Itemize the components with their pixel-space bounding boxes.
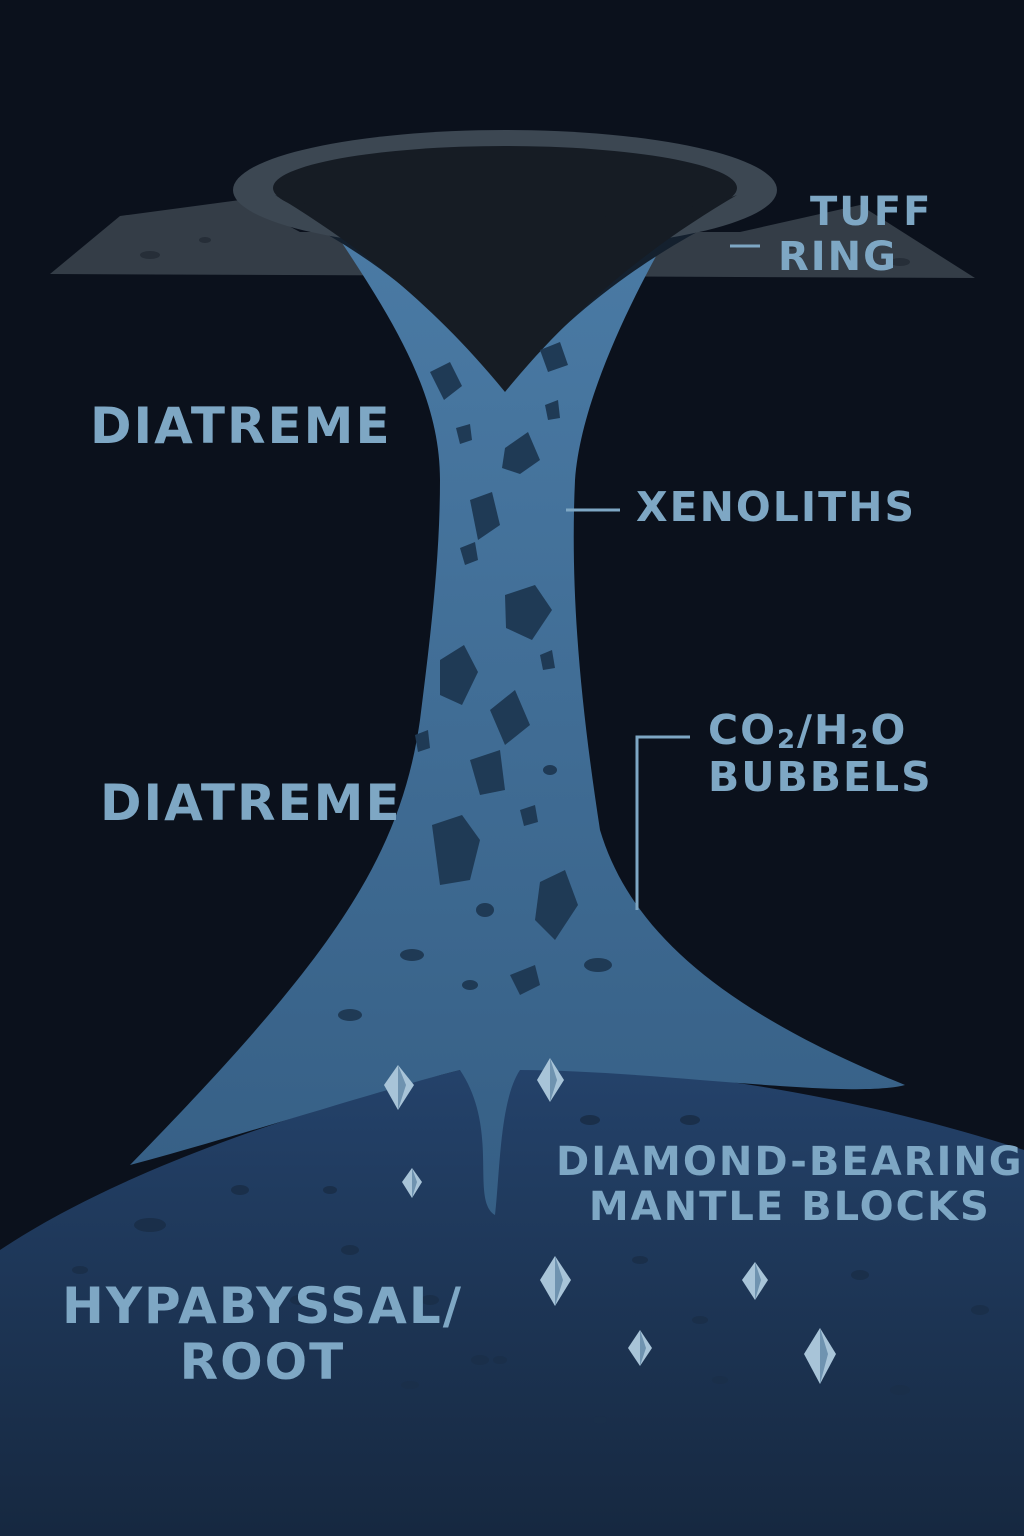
diamond-icon (402, 1168, 422, 1198)
bubbles-line2: BUBBELS (708, 753, 933, 801)
diamond-icon (804, 1328, 836, 1384)
root-label: HYPABYSSAL/ ROOT (62, 1278, 463, 1390)
diamond-icon (742, 1262, 768, 1300)
bubbles-o: O (870, 706, 908, 754)
root-line1: HYPABYSSAL/ (62, 1277, 463, 1335)
diamond-icon (628, 1330, 652, 1366)
bubbles-co: CO (708, 706, 777, 754)
diamond-icon (540, 1256, 571, 1306)
crater-floor (275, 195, 737, 392)
tuff-ring-line2: RING (778, 233, 898, 280)
ground-speckles (140, 237, 910, 266)
bubbles-leader (635, 735, 690, 910)
xenoliths-label: XENOLITHS (636, 483, 916, 531)
diatreme-lower-label: DIATREME (100, 774, 402, 832)
diamond-icons (384, 1058, 836, 1384)
mantle-blocks-line2: MANTLE BLOCKS (588, 1183, 991, 1230)
root-zone (0, 1070, 1024, 1536)
xenolith-clasts (338, 342, 612, 1021)
diamond-icon (384, 1065, 414, 1110)
tuff-ring-label: TUFF RING (778, 190, 932, 280)
diamond-icon (537, 1058, 564, 1102)
bubbles-co-subscript: 2 (776, 724, 798, 755)
tuff-ring-line1: TUFF (810, 189, 933, 235)
root-speckles (72, 1115, 989, 1424)
diatreme-upper-label: DIATREME (90, 397, 392, 455)
bubbles-line1: CO2/H2O (708, 706, 933, 755)
crater-opening (273, 146, 737, 230)
mantle-blocks-label: DIAMOND-BEARING MANTLE BLOCKS (556, 1140, 1024, 1230)
leader-lines (566, 244, 760, 910)
bubbles-label: CO2/H2O BUBBELS (708, 706, 933, 801)
bubbles-slash-h: /H (797, 706, 851, 754)
bubbles-h-subscript: 2 (850, 724, 871, 755)
mantle-blocks-line1: DIAMOND-BEARING (556, 1139, 1024, 1185)
root-line2: ROOT (179, 1333, 346, 1391)
